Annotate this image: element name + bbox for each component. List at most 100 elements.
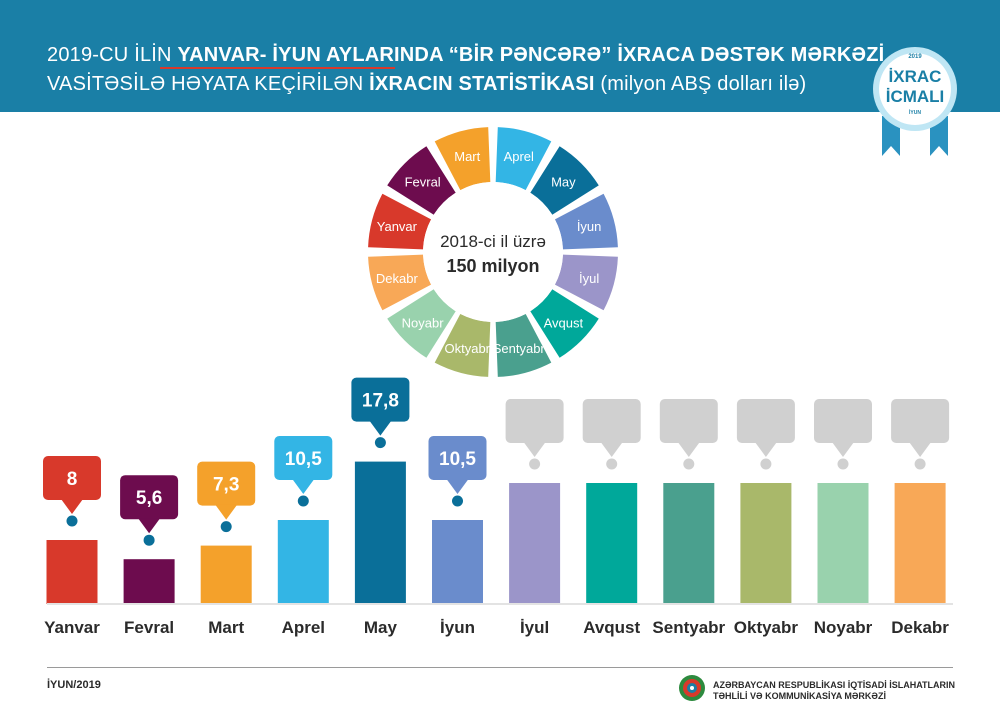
header-banner xyxy=(0,0,1000,112)
footer-divider xyxy=(47,667,953,668)
value-callout xyxy=(659,399,718,443)
title-underline xyxy=(160,67,395,69)
value-callout xyxy=(197,461,256,506)
bar xyxy=(894,483,946,604)
ring-segment xyxy=(554,193,618,250)
ring-segment xyxy=(434,313,491,377)
value-callout-pointer xyxy=(832,442,854,457)
ixrac-icmali-badge-icon: 2019 İXRAC İCMALI İYUN xyxy=(873,47,957,156)
ring-segment-label: Oktyabr xyxy=(444,341,490,356)
ring-segment xyxy=(434,127,491,191)
badge-line2: İCMALI xyxy=(886,87,945,106)
value-callout-pointer xyxy=(292,479,315,494)
bar-marker xyxy=(297,495,309,507)
value-callout-pointer xyxy=(61,499,83,514)
value-label: 5,6 xyxy=(136,488,162,509)
title-part: 2019-CU İLİN xyxy=(47,44,178,66)
month-tick-label: Mart xyxy=(208,618,244,637)
ring-segment xyxy=(495,127,552,191)
month-tick-label: Fevral xyxy=(124,618,174,637)
value-callout xyxy=(736,399,795,443)
value-callout xyxy=(274,436,333,480)
ring-segment xyxy=(554,254,618,311)
month-tick-label: Dekabr xyxy=(891,618,949,637)
ring-segment xyxy=(387,289,456,358)
ring-segment-label: Sentyabr xyxy=(493,341,546,356)
value-label: 17,8 xyxy=(362,391,399,412)
value-callout xyxy=(891,399,950,443)
value-callout xyxy=(814,399,872,443)
value-label: 10,5 xyxy=(439,449,476,470)
bar xyxy=(46,540,98,604)
bar xyxy=(509,483,561,604)
ring-center-value: 150 milyon xyxy=(446,256,539,276)
value-callout-pointer xyxy=(446,479,469,494)
value-callout-pointer xyxy=(909,442,932,457)
badge-line1: İXRAC xyxy=(889,67,942,86)
month-tick-label: Sentyabr xyxy=(652,618,725,637)
value-label: 7,3 xyxy=(213,475,239,496)
ring-segment-label: Fevral xyxy=(405,175,441,190)
bar xyxy=(123,559,175,604)
bar-marker xyxy=(143,534,155,546)
ring-segment xyxy=(530,146,599,215)
ring-segment xyxy=(368,193,432,250)
ring-segment-label: Aprel xyxy=(504,149,534,164)
ring-segment xyxy=(530,289,599,358)
title-line-1: 2019-CU İLİN YANVAR- İYUN AYLARINDA “BİR… xyxy=(47,44,884,67)
title-part: VASİTƏSİLƏ HƏYATA KEÇİRİLƏN xyxy=(47,73,370,95)
bar-marker xyxy=(452,495,463,507)
bar-marker xyxy=(66,515,78,527)
bar-marker xyxy=(837,458,849,470)
value-label: 10,5 xyxy=(285,449,322,470)
month-tick-label: Avqust xyxy=(583,618,640,637)
bar-marker xyxy=(529,458,541,470)
bar-marker xyxy=(374,437,386,449)
org-line-1: AZƏRBAYCAN RESPUBLİKASI İQTİSADİ İSLAHAT… xyxy=(713,680,956,690)
emblem-icon xyxy=(679,675,705,701)
ring-segment-label: Mart xyxy=(454,149,480,164)
value-callout-pointer xyxy=(677,442,700,457)
month-tick-label: İyul xyxy=(520,618,549,637)
month-tick-label: Aprel xyxy=(282,618,325,637)
month-tick-label: Oktyabr xyxy=(734,618,799,637)
ring-segment-label: İyun xyxy=(577,219,602,234)
value-callout-pointer xyxy=(215,504,238,520)
value-callout xyxy=(120,475,179,520)
month-tick-label: İyun xyxy=(440,618,475,637)
ring-segment-label: Yanvar xyxy=(377,219,418,234)
title-highlight: YANVAR- İYUN AYLARINDA “BİR PƏNCƏRƏ” İXR… xyxy=(177,44,885,66)
value-callout xyxy=(351,377,410,422)
value-callout xyxy=(43,456,101,500)
bar xyxy=(663,483,715,604)
bar-marker xyxy=(606,458,618,470)
title-highlight: İXRACIN STATİSTİKASI xyxy=(369,73,595,95)
title-line-2: VASİTƏSİLƏ HƏYATA KEÇİRİLƏN İXRACIN STAT… xyxy=(47,73,806,96)
value-callout xyxy=(505,399,564,443)
bar xyxy=(277,520,329,604)
ring-segment xyxy=(368,254,432,311)
badge-month: İYUN xyxy=(909,109,921,116)
ring-segment xyxy=(495,313,552,377)
value-callout-pointer xyxy=(523,442,546,457)
value-callout-pointer xyxy=(138,518,161,534)
month-tick-label: Yanvar xyxy=(44,618,100,637)
footer-date: İYUN/2019 xyxy=(47,679,101,691)
bar xyxy=(817,483,869,604)
ring-segment-label: Noyabr xyxy=(402,315,445,330)
ring-segment-label: May xyxy=(551,175,576,190)
value-callout-pointer xyxy=(369,420,392,436)
org-name: AZƏRBAYCAN RESPUBLİKASI İQTİSADİ İSLAHAT… xyxy=(713,680,955,702)
bar-marker xyxy=(683,458,695,470)
ring-segment xyxy=(387,146,456,215)
ring-segment-label: İyul xyxy=(579,271,599,286)
ring-segment-label: Avqust xyxy=(544,315,584,330)
ring-center xyxy=(423,182,563,322)
bar-series: 8 Yanvar 5,6 Fevral 7,3 Mart 10,5 Aprel 17,8 May 1… xyxy=(43,377,950,637)
bar-marker xyxy=(760,458,772,470)
value-callout xyxy=(582,399,641,443)
bar xyxy=(354,461,406,604)
badge-year: 2019 xyxy=(908,54,922,60)
bar xyxy=(586,483,638,604)
